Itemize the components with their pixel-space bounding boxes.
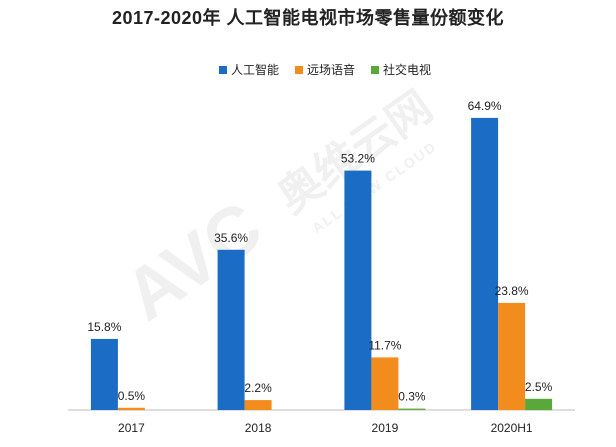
legend-swatch-social (371, 65, 380, 74)
bar-1-2017 (117, 407, 145, 411)
data-label-1-2019: 11.7% (368, 338, 401, 352)
data-label-0-2020H1: 64.9% (468, 99, 502, 113)
data-label-0-2018: 35.6% (214, 231, 248, 245)
data-label-0-2019: 53.2% (341, 152, 375, 166)
x-tick-label-2020H1: 2020H1 (491, 421, 533, 435)
legend-swatch-ai (219, 65, 227, 74)
data-label-0-2017: 15.8% (87, 320, 121, 334)
bar-0-2017 (90, 338, 118, 410)
data-label-1-2018: 2.2% (244, 381, 272, 395)
legend-item-ai: 人工智能 (219, 61, 279, 78)
bar-1-2018 (244, 400, 272, 410)
legend-item-social: 社交电视 (371, 61, 431, 78)
x-tick-label-2017: 2017 (118, 421, 145, 435)
bar-0-2020H1 (471, 117, 499, 411)
bar-0-2018 (217, 249, 245, 410)
bar-1-2020H1 (498, 302, 526, 410)
data-label-2-2020H1: 2.5% (525, 380, 553, 394)
legend-label-social: 社交电视 (383, 63, 432, 77)
data-label-2-2019: 0.3% (398, 390, 426, 404)
chart-title: 2017-2020年 人工智能电视市场零售量份额变化 (111, 8, 505, 28)
bar-0-2019 (344, 170, 372, 410)
x-tick-label-2018: 2018 (245, 421, 272, 435)
x-tick-label-2019: 2019 (372, 421, 399, 435)
legend: 人工智能 远场语音 社交电视 (219, 61, 431, 78)
legend-swatch-voice (295, 65, 304, 74)
legend-label-voice: 远场语音 (307, 63, 356, 77)
legend-item-voice: 远场语音 (295, 61, 355, 78)
bar-2-2020H1 (525, 398, 553, 411)
legend-label-ai: 人工智能 (231, 63, 280, 77)
bar-1-2019 (371, 357, 399, 410)
bar-2-2019 (398, 408, 426, 410)
data-label-1-2017: 0.5% (118, 389, 146, 403)
data-label-1-2020H1: 23.8% (495, 284, 529, 298)
